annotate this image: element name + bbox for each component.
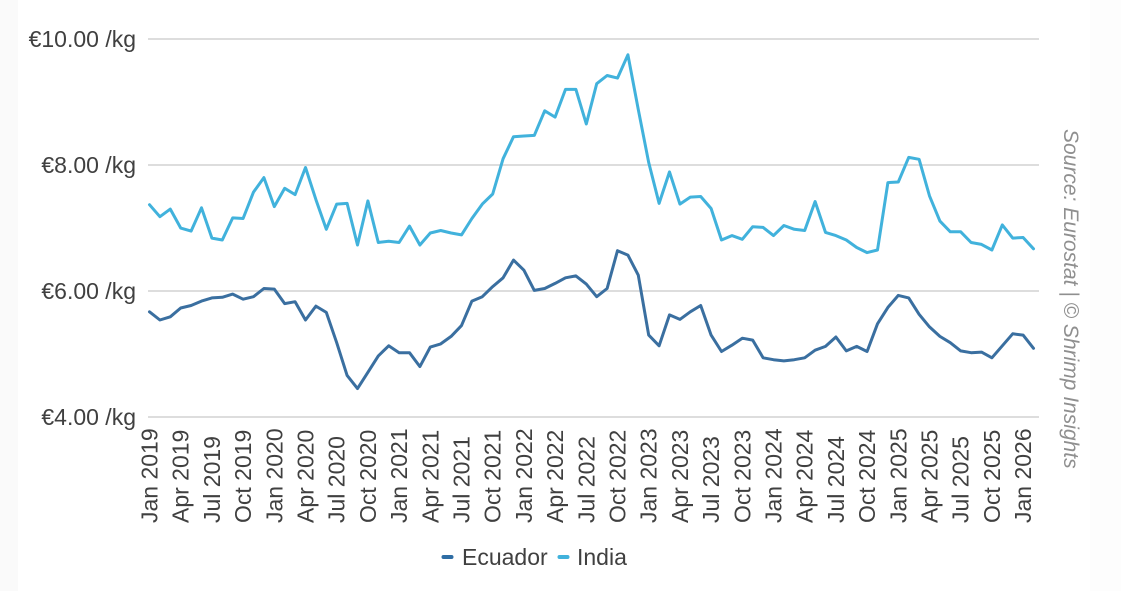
svg-text:Apr 2024: Apr 2024 xyxy=(792,429,818,523)
svg-text:Jul 2020: Jul 2020 xyxy=(324,436,350,523)
svg-text:Oct 2023: Oct 2023 xyxy=(729,430,755,523)
svg-text:€8.00 /kg: €8.00 /kg xyxy=(41,152,136,178)
svg-text:Apr 2021: Apr 2021 xyxy=(417,430,443,523)
svg-text:Apr 2020: Apr 2020 xyxy=(293,430,319,523)
svg-text:Ecuador: Ecuador xyxy=(462,544,548,570)
svg-text:Oct 2019: Oct 2019 xyxy=(230,430,256,523)
svg-text:Oct 2024: Oct 2024 xyxy=(854,429,880,523)
svg-text:Jul 2019: Jul 2019 xyxy=(199,436,225,523)
svg-text:Jul 2024: Jul 2024 xyxy=(823,436,849,523)
svg-text:Oct 2020: Oct 2020 xyxy=(355,430,381,523)
svg-text:€6.00 /kg: €6.00 /kg xyxy=(41,278,136,304)
svg-text:Jan 2020: Jan 2020 xyxy=(261,428,287,523)
svg-text:Jan 2023: Jan 2023 xyxy=(636,428,662,523)
svg-text:Source: Eurostat | © Shrimp In: Source: Eurostat | © Shrimp Insights xyxy=(1059,129,1082,469)
svg-text:Jul 2023: Jul 2023 xyxy=(698,436,724,523)
svg-text:€10.00 /kg: €10.00 /kg xyxy=(29,26,136,52)
svg-text:Jul 2021: Jul 2021 xyxy=(449,436,475,523)
svg-text:Jul 2022: Jul 2022 xyxy=(573,436,599,523)
svg-text:Oct 2022: Oct 2022 xyxy=(605,430,631,523)
svg-text:€4.00 /kg: €4.00 /kg xyxy=(41,404,136,430)
svg-text:Jan 2022: Jan 2022 xyxy=(511,428,537,523)
svg-text:Jan 2019: Jan 2019 xyxy=(137,428,163,523)
svg-text:Jan 2021: Jan 2021 xyxy=(386,428,412,523)
svg-text:Apr 2019: Apr 2019 xyxy=(168,430,194,523)
svg-text:India: India xyxy=(577,544,627,570)
svg-text:Oct 2025: Oct 2025 xyxy=(979,430,1005,523)
svg-text:Jan 2024: Jan 2024 xyxy=(761,428,787,523)
svg-text:Apr 2023: Apr 2023 xyxy=(667,430,693,523)
svg-text:Jan 2026: Jan 2026 xyxy=(1010,428,1036,523)
svg-text:Jul 2025: Jul 2025 xyxy=(948,436,974,523)
svg-text:Jan 2025: Jan 2025 xyxy=(885,428,911,523)
svg-text:Apr 2025: Apr 2025 xyxy=(917,430,943,523)
svg-text:Apr 2022: Apr 2022 xyxy=(542,430,568,523)
svg-text:Oct 2021: Oct 2021 xyxy=(480,430,506,523)
